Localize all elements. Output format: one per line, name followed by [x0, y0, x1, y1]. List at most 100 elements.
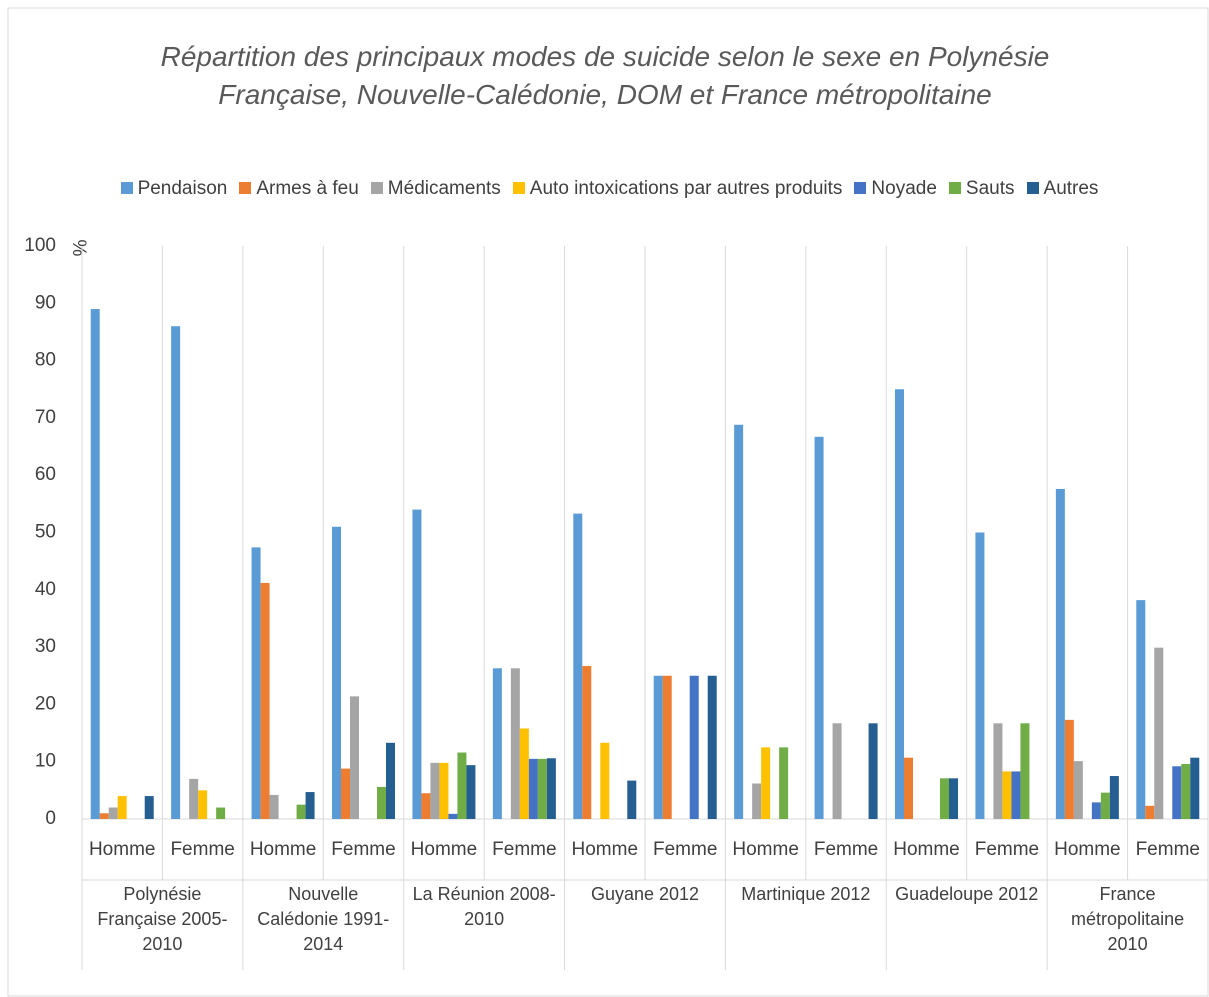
- bar: [332, 526, 341, 819]
- bar: [1181, 763, 1191, 819]
- bar: [117, 796, 127, 819]
- bar: [600, 742, 610, 819]
- x-tick-label: Femme: [653, 839, 717, 860]
- bar: [904, 757, 913, 819]
- bar: [1002, 771, 1012, 819]
- group-label-box: Polynésie Française 2005-2010: [97, 884, 228, 954]
- bar: [1136, 600, 1146, 819]
- x-tick-label: Homme: [250, 839, 317, 860]
- bar: [99, 813, 109, 819]
- y-tick-label: 50: [35, 522, 56, 543]
- bar: [752, 783, 762, 819]
- bar: [1172, 766, 1182, 819]
- group-label-box: Nouvelle Calédonie 1991-2014: [257, 884, 390, 954]
- y-tick-label: 10: [35, 751, 56, 772]
- y-tick-label: 70: [35, 407, 56, 428]
- group-label-box: Martinique 2012: [741, 884, 870, 904]
- x-tick-label: Homme: [893, 839, 960, 860]
- bar: [377, 786, 386, 819]
- bar: [1020, 723, 1030, 819]
- bar: [1109, 776, 1119, 819]
- bar: [350, 696, 359, 819]
- legend-label: Noyade: [871, 178, 937, 199]
- bar: [761, 747, 771, 819]
- y-tick-label: 80: [35, 350, 56, 371]
- legend-swatch: [239, 182, 252, 194]
- legend-item: Autres: [1026, 178, 1098, 200]
- legend-swatch: [120, 182, 133, 194]
- y-tick-label: 100: [24, 235, 56, 256]
- bar: [90, 309, 100, 819]
- group-label-box: France métropolitaine 2010: [1071, 884, 1184, 954]
- chart-border: [7, 7, 1209, 997]
- bar: [1190, 757, 1200, 819]
- bar: [940, 778, 949, 819]
- x-tick-label: Femme: [331, 839, 395, 860]
- bar: [189, 778, 199, 819]
- y-tick-label: 60: [35, 464, 56, 485]
- title-box: Répartition des principaux modes de suic…: [161, 41, 1050, 110]
- x-tick-label: Femme: [975, 839, 1039, 860]
- legend-label: Sauts: [965, 178, 1015, 199]
- bar: [949, 778, 958, 819]
- bar: [296, 804, 306, 819]
- y-tick-label: 30: [35, 636, 56, 657]
- legend-swatch: [948, 182, 961, 194]
- y-tick-label: 0: [45, 808, 56, 829]
- legend-label: Auto intoxications par autres produits: [529, 178, 843, 199]
- group-label-box: Guyane 2012: [590, 884, 700, 904]
- bar: [457, 752, 467, 819]
- x-tick-label: Femme: [170, 839, 234, 860]
- bar: [448, 813, 458, 819]
- legend-box: Pendaison Armes à feu Médicaments Auto into…: [10, 178, 1209, 200]
- group-label-box: Guadeloupe 2012: [895, 884, 1039, 904]
- legend-item: Noyade: [854, 178, 937, 200]
- legend-label: Médicaments: [387, 178, 501, 199]
- bar: [519, 728, 529, 819]
- bar: [1154, 647, 1164, 819]
- group-label: La Réunion 2008-2010: [412, 884, 556, 929]
- bar: [492, 668, 502, 819]
- bar: [386, 742, 395, 819]
- bar: [734, 424, 744, 819]
- x-tick-label: Homme: [411, 839, 478, 860]
- bar: [868, 723, 878, 819]
- bar: [171, 326, 181, 819]
- bar: [430, 762, 440, 819]
- bar: [689, 675, 699, 819]
- group-label: Nouvelle Calédonie 1991-2014: [257, 884, 390, 954]
- bar: [466, 765, 476, 819]
- legend-swatch: [854, 182, 867, 194]
- group-label: Guyane 2012: [590, 884, 700, 904]
- bar: [269, 794, 279, 819]
- legend-item: Armes à feu: [239, 178, 359, 200]
- bar: [627, 780, 637, 819]
- legend-item: Pendaison: [120, 178, 228, 200]
- bar: [198, 790, 208, 819]
- bar: [528, 758, 538, 819]
- x-tick-label: Homme: [89, 839, 156, 860]
- y-tick-label: 20: [35, 693, 56, 714]
- bar: [895, 389, 904, 819]
- bar: [707, 675, 717, 819]
- legend-label: Armes à feu: [256, 178, 359, 199]
- bar: [1091, 802, 1101, 819]
- group-label: Guadeloupe 2012: [895, 884, 1039, 904]
- group-label-box: La Réunion 2008-2010: [412, 884, 556, 929]
- legend-item: Auto intoxications par autres produits: [512, 178, 843, 200]
- bar: [1145, 805, 1155, 819]
- bar: [546, 758, 556, 819]
- group-label: Polynésie Française 2005-2010: [97, 884, 228, 954]
- y-tick-label: 90: [35, 292, 56, 313]
- x-tick-label: Homme: [732, 839, 799, 860]
- bar: [573, 513, 583, 819]
- bar: [1011, 771, 1021, 819]
- bar: [421, 793, 431, 819]
- x-tick-label: Homme: [572, 839, 639, 860]
- legend-label: Pendaison: [137, 178, 228, 199]
- legend: Pendaison Armes à feu Médicaments Auto into…: [10, 178, 1209, 200]
- bar: [439, 762, 449, 819]
- bar: [814, 436, 824, 819]
- bar: [216, 807, 226, 819]
